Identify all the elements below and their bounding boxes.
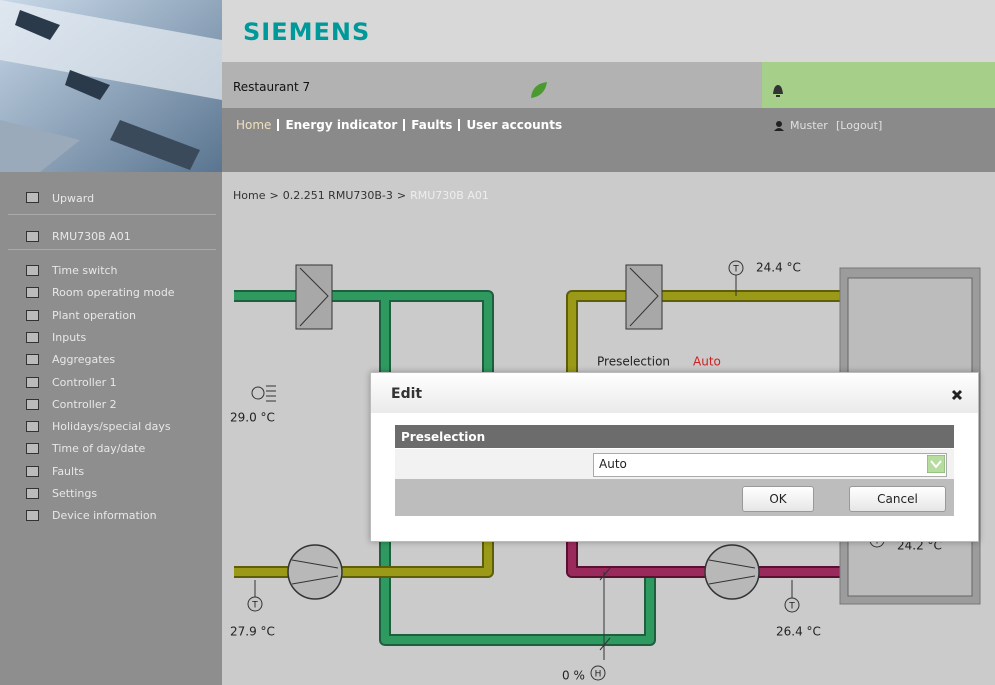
preselection-label: Preselection	[597, 355, 670, 369]
menu-item[interactable]: Settings	[52, 487, 97, 500]
menu-icon	[26, 377, 39, 388]
menu-icon	[26, 354, 39, 365]
nav-link[interactable]: User accounts	[458, 119, 568, 131]
close-button[interactable]	[951, 389, 963, 401]
menu-icon	[26, 399, 39, 410]
breadcrumb-item: RMU730B A01	[410, 189, 489, 202]
menu-icon	[26, 265, 39, 276]
breadcrumb-item[interactable]: Home	[233, 189, 265, 202]
sensor-value: 26.4 °C	[776, 625, 821, 639]
preselection-value[interactable]: Auto	[693, 355, 721, 369]
menu-icon	[26, 421, 39, 432]
menu-item[interactable]: Holidays/special days	[52, 420, 171, 433]
sensor-value: 27.9 °C	[230, 625, 275, 639]
cancel-button[interactable]: Cancel	[849, 486, 946, 512]
menu-item[interactable]: Faults	[52, 465, 84, 478]
menu-item[interactable]: Time of day/date	[52, 442, 145, 455]
screen: SIEMENS Restaurant 7 HomeEnergy indicato…	[0, 0, 995, 685]
menu-item[interactable]: Controller 1	[52, 376, 117, 389]
nav-link[interactable]: Home	[236, 119, 277, 131]
device-link[interactable]: RMU730B A01	[52, 230, 131, 243]
menu-icon	[26, 466, 39, 477]
breadcrumb-separator: >	[269, 189, 278, 202]
menu-icon	[26, 332, 39, 343]
sidebar: Upward RMU730B A01 Time switch Room opera…	[0, 172, 222, 685]
user-name: Muster	[790, 119, 828, 132]
menu-icon	[26, 310, 39, 321]
upward-link[interactable]: Upward	[52, 192, 94, 205]
bell-icon	[770, 82, 786, 98]
sensor-symbol: T	[732, 265, 739, 275]
logout-link[interactable]: [Logout]	[836, 119, 882, 132]
edit-dialog: Edit Preselection Auto	[370, 372, 979, 542]
sensor-symbol: T	[788, 602, 795, 612]
ok-button[interactable]: OK	[742, 486, 814, 512]
sensor-value: 24.4 °C	[756, 261, 801, 275]
menu-item[interactable]: Time switch	[52, 264, 118, 277]
menu-icon	[26, 443, 39, 454]
site-name: Restaurant 7	[233, 80, 310, 94]
dialog-title: Edit	[391, 386, 422, 402]
menu-item[interactable]: Device information	[52, 509, 157, 522]
leaf-icon	[528, 80, 550, 100]
menu-icon	[26, 510, 39, 521]
menu-item[interactable]: Plant operation	[52, 309, 136, 322]
breadcrumb-item[interactable]: 0.2.251 RMU730B-3	[283, 189, 393, 202]
sensor-value: 0 %	[562, 669, 585, 683]
menu-item[interactable]: Controller 2	[52, 398, 117, 411]
menu-item[interactable]: Inputs	[52, 331, 86, 344]
brand: SIEMENS	[243, 18, 370, 46]
nav-link[interactable]: Faults	[403, 119, 458, 131]
preselection-select[interactable]: Auto	[593, 453, 947, 477]
breadcrumb: Home >0.2.251 RMU730B-3 > RMU730B A01	[233, 189, 489, 202]
section-header: Preselection	[401, 430, 485, 444]
menu-item[interactable]: Room operating mode	[52, 286, 175, 299]
nav-link[interactable]: Energy indicator	[277, 119, 403, 131]
header-image	[0, 0, 222, 172]
sensor-symbol: T	[251, 601, 258, 611]
sensor-symbol: H	[595, 670, 602, 680]
user-icon	[773, 120, 785, 132]
breadcrumb-separator: >	[397, 189, 406, 202]
menu-icon	[26, 488, 39, 499]
select-value: Auto	[599, 457, 627, 471]
outside-temperature: 29.0 °C	[230, 411, 275, 425]
menu-item[interactable]: Aggregates	[52, 353, 115, 366]
menu-icon	[26, 287, 39, 298]
